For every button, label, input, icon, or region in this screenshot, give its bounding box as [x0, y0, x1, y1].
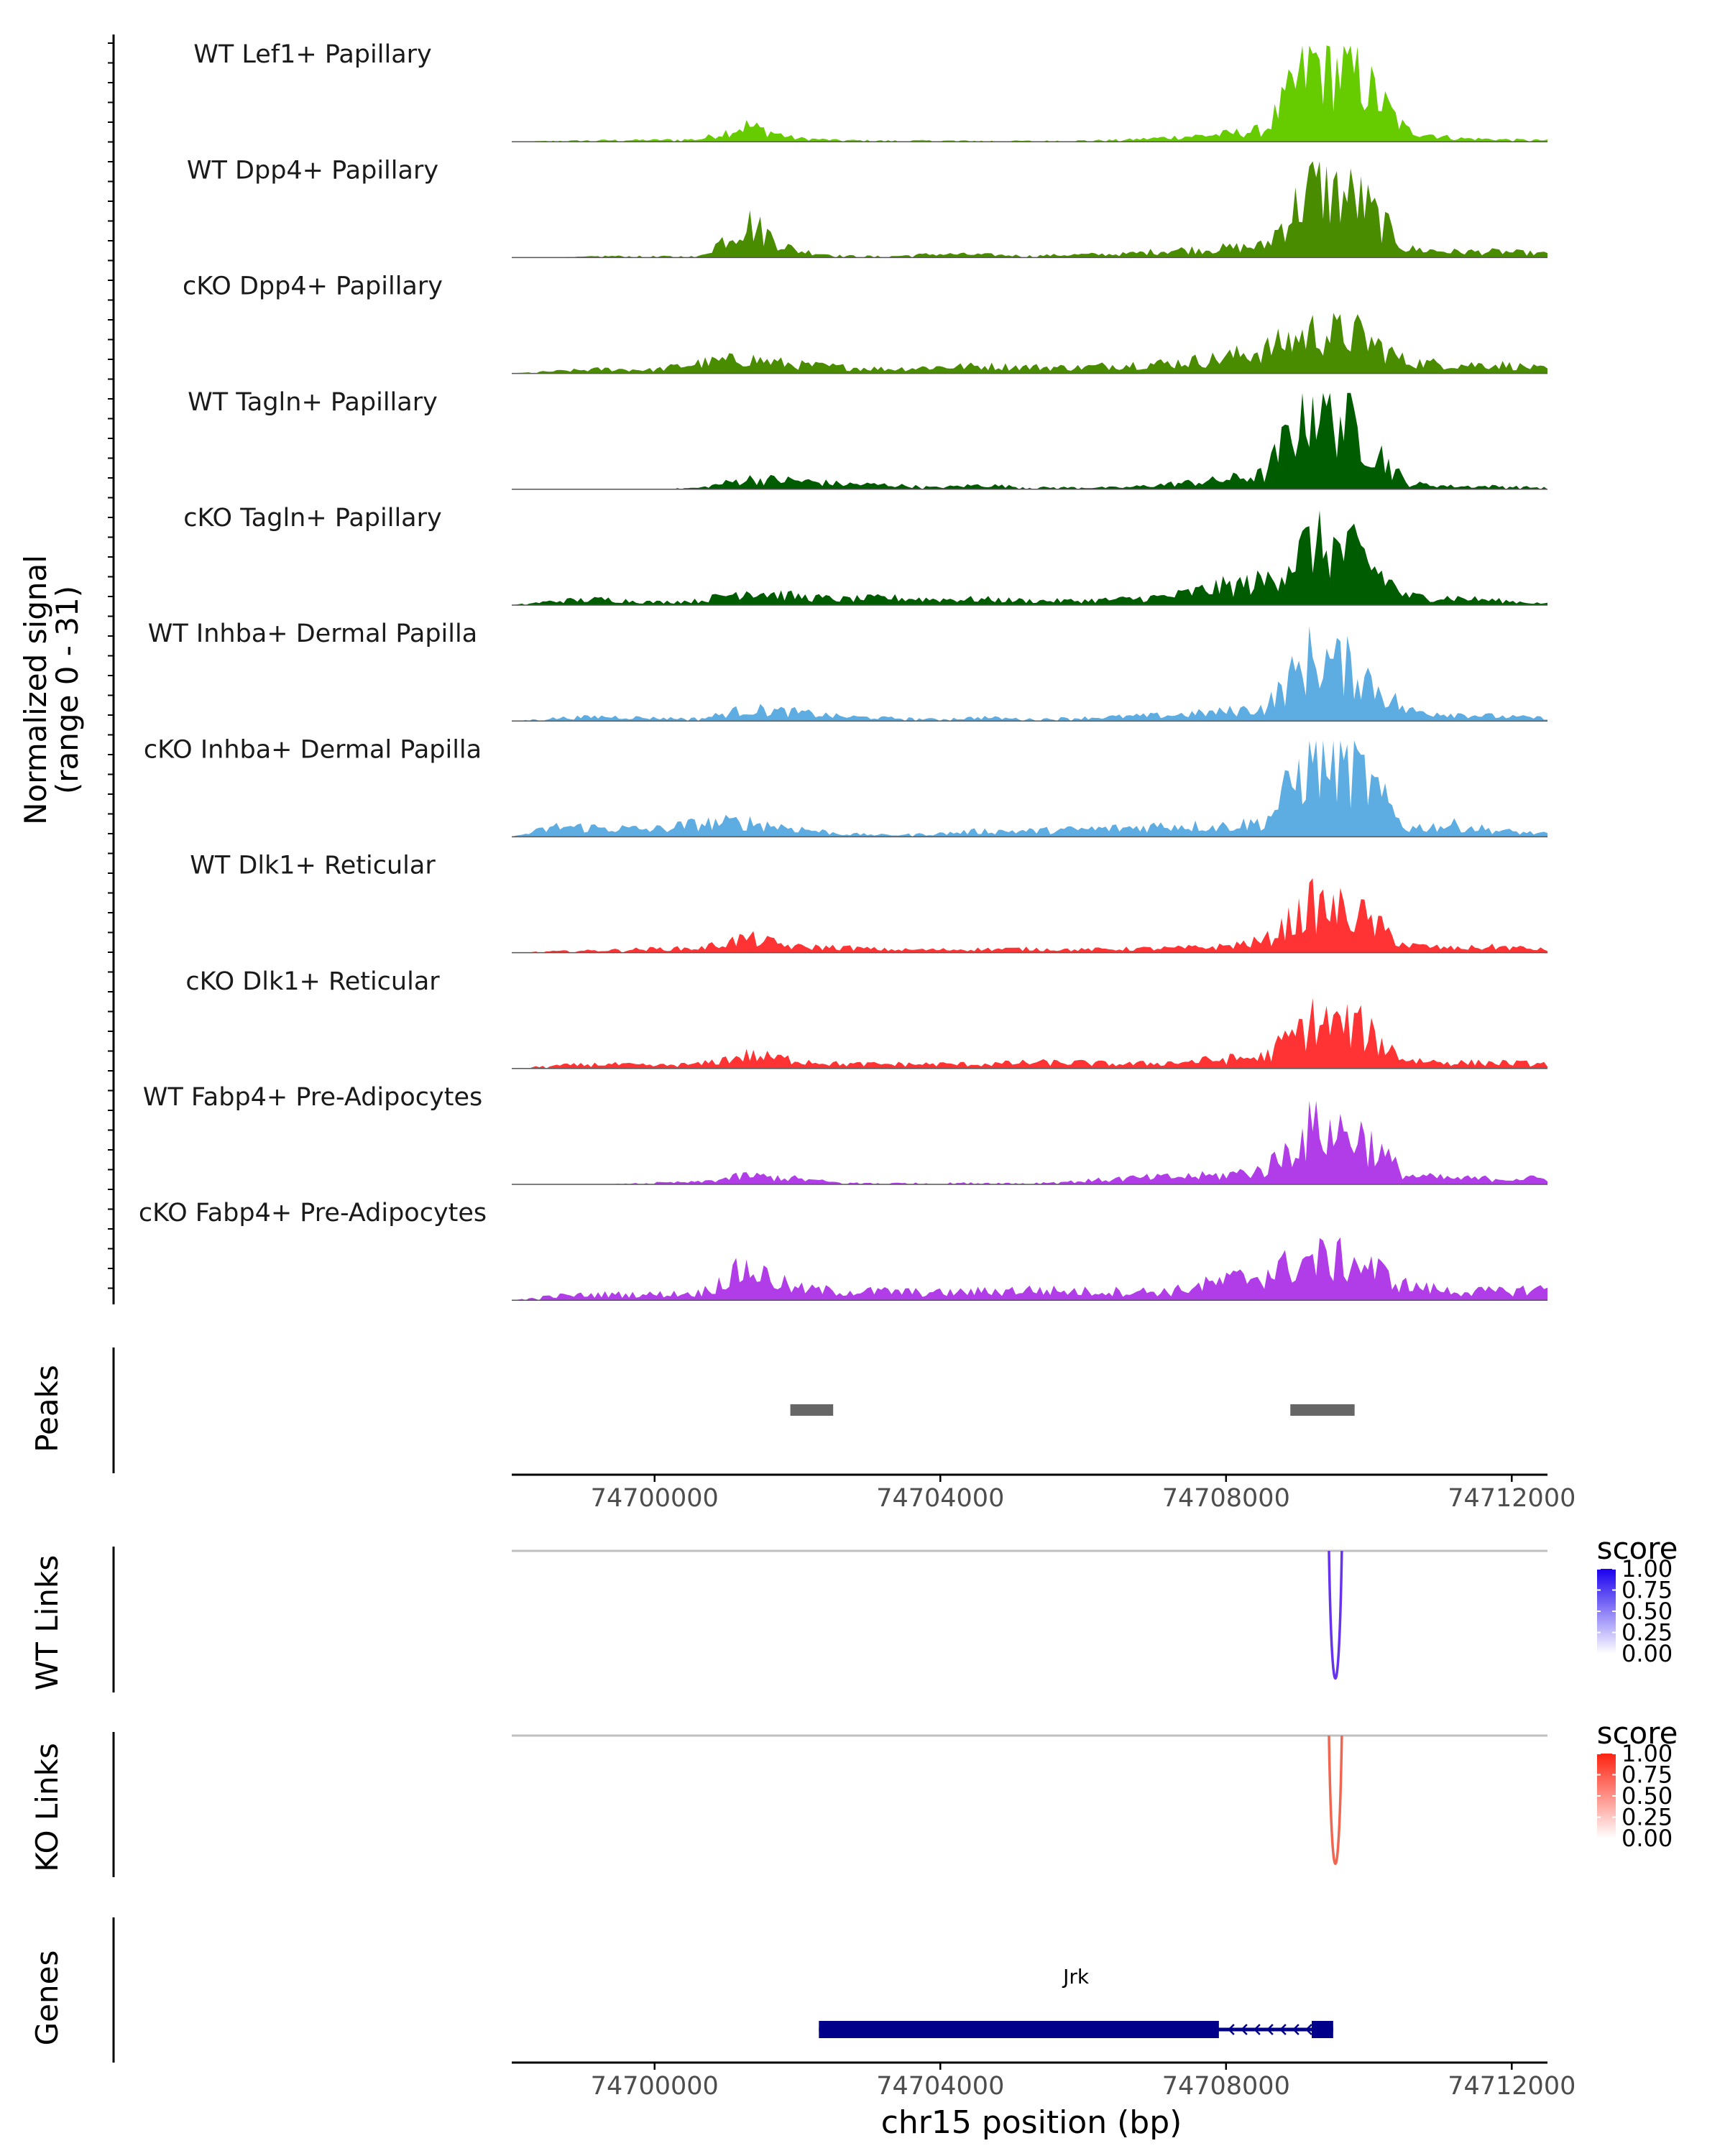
x-axis-tick-label: 74704000	[876, 2072, 1004, 2101]
coverage-track: WT Lef1+ Papillary	[193, 40, 1547, 142]
coverage-track-label: cKO Dpp4+ Papillary	[183, 272, 443, 301]
coverage-area	[512, 161, 1547, 258]
strand-arrow	[1305, 2024, 1312, 2035]
peak-region	[790, 1404, 834, 1416]
genes-panel: Jrk	[112, 1917, 1333, 2063]
coverage-track: WT Dlk1+ Reticular	[190, 852, 1547, 954]
coverage-track: cKO Tagln+ Papillary	[183, 504, 1547, 606]
coverage-track-label: WT Fabp4+ Pre-Adipocytes	[143, 1083, 482, 1112]
strand-arrow	[1254, 2024, 1261, 2035]
coverage-track-label: WT Tagln+ Papillary	[188, 388, 438, 417]
links-legend-title: score	[1597, 1531, 1678, 1566]
coverage-track: cKO Fabp4+ Pre-Adipocytes	[139, 1199, 1547, 1301]
peaks-panel	[112, 1348, 1355, 1473]
coverage-y-label: Normalized signal	[18, 555, 53, 825]
x-axis-tick-label: 74712000	[1448, 1484, 1576, 1513]
links-panels: score1.000.750.500.250.00score1.000.750.…	[112, 1531, 1678, 1877]
coverage-track-label: WT Dpp4+ Papillary	[187, 156, 438, 185]
links-legend-tick-label: 0.00	[1622, 1825, 1673, 1852]
coverage-track-label: WT Inhba+ Dermal Papilla	[148, 619, 477, 648]
x-axis-upper: 74700000 74704000 74708000 74712000	[512, 1473, 1576, 1513]
coverage-area	[512, 1237, 1547, 1301]
coverage-area	[512, 313, 1547, 374]
link-arc	[1328, 1550, 1343, 1680]
coverage-area	[512, 392, 1547, 489]
genes-label: Genes	[29, 1950, 65, 2046]
coverage-area	[512, 878, 1547, 953]
x-axis-tick-label: 74704000	[876, 1484, 1004, 1513]
coverage-area	[512, 998, 1547, 1069]
coverage-track: WT Dpp4+ Papillary	[187, 156, 1547, 259]
x-axis-tick-label: 74700000	[591, 1484, 719, 1513]
gene-exon	[819, 2021, 1219, 2038]
strand-arrow	[1228, 2024, 1235, 2035]
coverage-area	[512, 626, 1547, 722]
x-axis-lower: 74700000 74704000 74708000 74712000	[512, 2061, 1576, 2101]
coverage-track-label: WT Lef1+ Papillary	[193, 40, 432, 69]
coverage-area	[512, 510, 1547, 605]
x-axis-tick-label: 74708000	[1162, 1484, 1290, 1513]
coverage-panel: WT Lef1+ Papillary WT Dpp4+ Papillary cKO …	[108, 34, 1547, 1304]
gene-name: Jrk	[1062, 1965, 1090, 1989]
x-axis-tick-label: 74712000	[1448, 2072, 1576, 2101]
coverage-track-label: cKO Fabp4+ Pre-Adipocytes	[139, 1199, 487, 1227]
links-legend-tick-label: 0.50	[1622, 1782, 1673, 1810]
x-axis-tick-label: 74708000	[1162, 2072, 1290, 2101]
peak-region	[1290, 1404, 1355, 1416]
coverage-track: WT Fabp4+ Pre-Adipocytes	[143, 1083, 1547, 1185]
coverage-area	[512, 1100, 1547, 1184]
links-legend-tick-label: 0.50	[1622, 1598, 1673, 1625]
links-legend-tick-label: 0.75	[1622, 1761, 1673, 1789]
links-legend-tick-label: 0.25	[1622, 1804, 1673, 1831]
coverage-track: cKO Dlk1+ Reticular	[185, 967, 1547, 1069]
links-legend-tick-label: 0.25	[1622, 1619, 1673, 1646]
coverage-y-range-label: (range 0 - 31)	[50, 586, 85, 794]
gene-exon	[1312, 2021, 1333, 2038]
wt-links-label: WT Links	[29, 1555, 65, 1690]
coverage-track-label: cKO Dlk1+ Reticular	[185, 967, 440, 996]
coverage-track-label: WT Dlk1+ Reticular	[190, 852, 436, 880]
x-axis-title: chr15 position (bp)	[881, 2104, 1182, 2141]
link-arc	[1328, 1735, 1343, 1865]
links-legend-title: score	[1597, 1715, 1678, 1751]
links-legend-tick-label: 1.00	[1622, 1740, 1673, 1767]
coverage-track: cKO Dpp4+ Papillary	[183, 272, 1547, 374]
links-legend-tick-label: 0.75	[1622, 1577, 1673, 1604]
coverage-track: WT Inhba+ Dermal Papilla	[148, 619, 1547, 722]
peaks-label: Peaks	[29, 1365, 65, 1452]
coverage-track: WT Tagln+ Papillary	[188, 388, 1547, 490]
strand-arrow	[1266, 2024, 1274, 2035]
strand-arrow	[1241, 2024, 1248, 2035]
links-legend-tick-label: 0.00	[1622, 1640, 1673, 1667]
x-axis-tick-label: 74700000	[591, 2072, 719, 2101]
ko-links-label: KO Links	[29, 1743, 65, 1872]
coverage-track: cKO Inhba+ Dermal Papilla	[144, 735, 1547, 838]
coverage-area	[512, 740, 1547, 837]
links-legend-tick-label: 1.00	[1622, 1555, 1673, 1583]
coverage-area	[512, 45, 1547, 142]
strand-arrow	[1292, 2024, 1300, 2035]
coverage-track-label: cKO Inhba+ Dermal Papilla	[144, 735, 482, 764]
coverage-track-label: cKO Tagln+ Papillary	[183, 504, 442, 533]
strand-arrow	[1279, 2024, 1287, 2035]
